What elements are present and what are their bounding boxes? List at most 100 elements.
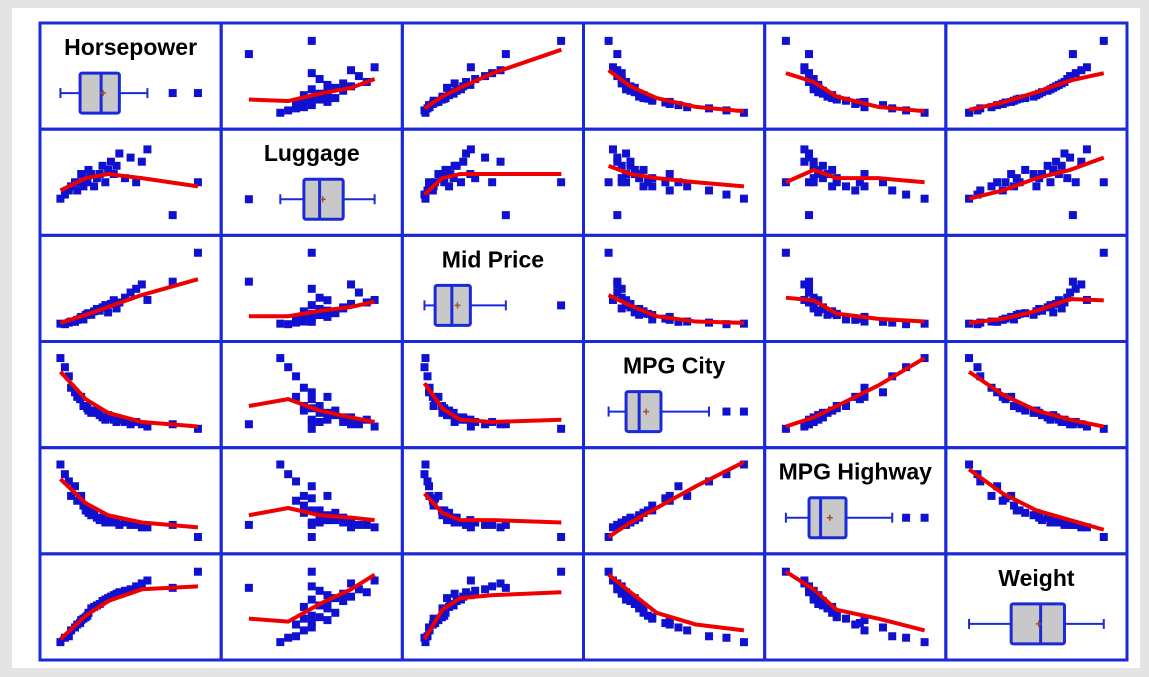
point xyxy=(1007,170,1016,179)
variable-label: Luggage xyxy=(264,140,360,166)
point xyxy=(299,315,308,324)
mean-marker xyxy=(454,302,461,309)
smooth-line xyxy=(59,477,199,530)
point xyxy=(443,411,452,420)
point xyxy=(462,149,471,158)
point xyxy=(1001,395,1010,404)
point xyxy=(307,623,316,632)
point xyxy=(323,411,332,420)
point xyxy=(276,108,285,117)
point xyxy=(126,585,135,594)
point xyxy=(557,533,566,541)
point xyxy=(132,520,141,529)
point xyxy=(809,417,818,426)
point xyxy=(617,174,626,183)
point xyxy=(781,424,790,433)
point xyxy=(818,601,827,610)
point xyxy=(276,460,285,469)
point xyxy=(965,108,974,117)
point xyxy=(481,153,490,162)
point xyxy=(1038,411,1047,420)
point xyxy=(1099,178,1108,187)
point xyxy=(622,178,631,187)
point xyxy=(331,406,340,415)
point xyxy=(56,194,65,203)
point xyxy=(462,77,471,86)
point xyxy=(557,178,566,187)
point xyxy=(842,315,851,324)
point xyxy=(315,417,324,426)
point xyxy=(860,317,869,326)
point xyxy=(920,194,929,203)
point xyxy=(557,567,566,576)
point xyxy=(683,626,692,635)
point xyxy=(828,406,837,415)
point xyxy=(441,608,450,617)
point xyxy=(443,83,452,92)
point xyxy=(307,284,316,293)
point xyxy=(674,482,683,491)
point xyxy=(347,592,356,601)
point xyxy=(126,520,135,529)
point xyxy=(299,406,308,415)
point xyxy=(112,161,121,170)
point xyxy=(323,599,332,608)
point xyxy=(331,83,340,92)
point xyxy=(661,619,670,628)
point xyxy=(818,174,827,183)
point xyxy=(79,182,88,191)
point xyxy=(920,638,929,647)
point xyxy=(1063,293,1072,302)
point xyxy=(143,145,152,154)
point xyxy=(168,277,177,286)
point xyxy=(428,186,437,195)
point xyxy=(842,401,851,410)
smooth-line xyxy=(785,167,925,185)
point xyxy=(56,638,65,647)
point xyxy=(814,170,823,179)
point xyxy=(307,619,316,628)
point xyxy=(104,165,113,174)
outlier xyxy=(244,195,253,204)
outlier xyxy=(920,513,929,522)
point xyxy=(1009,315,1018,324)
point xyxy=(79,315,88,324)
point xyxy=(292,315,301,324)
point xyxy=(902,633,911,642)
point xyxy=(557,424,566,433)
point xyxy=(878,623,887,632)
point xyxy=(115,149,124,158)
point xyxy=(665,170,674,179)
point xyxy=(466,63,475,72)
point xyxy=(90,182,99,191)
outlier xyxy=(739,407,748,416)
point xyxy=(1071,69,1080,78)
point xyxy=(993,178,1002,187)
point xyxy=(434,392,443,401)
point xyxy=(1021,165,1030,174)
point xyxy=(244,583,253,592)
point xyxy=(440,178,449,187)
point xyxy=(809,299,818,308)
smooth-line xyxy=(248,572,376,624)
point xyxy=(347,420,356,429)
point xyxy=(805,178,814,187)
outlier xyxy=(902,513,911,522)
point xyxy=(1077,157,1086,166)
point xyxy=(299,501,308,510)
point xyxy=(805,149,814,158)
point xyxy=(722,633,731,642)
smooth-line xyxy=(423,47,563,111)
mean-marker xyxy=(1035,620,1042,627)
point xyxy=(307,482,316,491)
point xyxy=(674,317,683,326)
point xyxy=(87,170,96,179)
point xyxy=(307,533,316,541)
point xyxy=(67,383,76,392)
point xyxy=(617,178,626,187)
point xyxy=(800,576,809,585)
point xyxy=(284,363,293,372)
point xyxy=(1021,508,1030,517)
point xyxy=(307,494,316,503)
point xyxy=(354,585,363,594)
